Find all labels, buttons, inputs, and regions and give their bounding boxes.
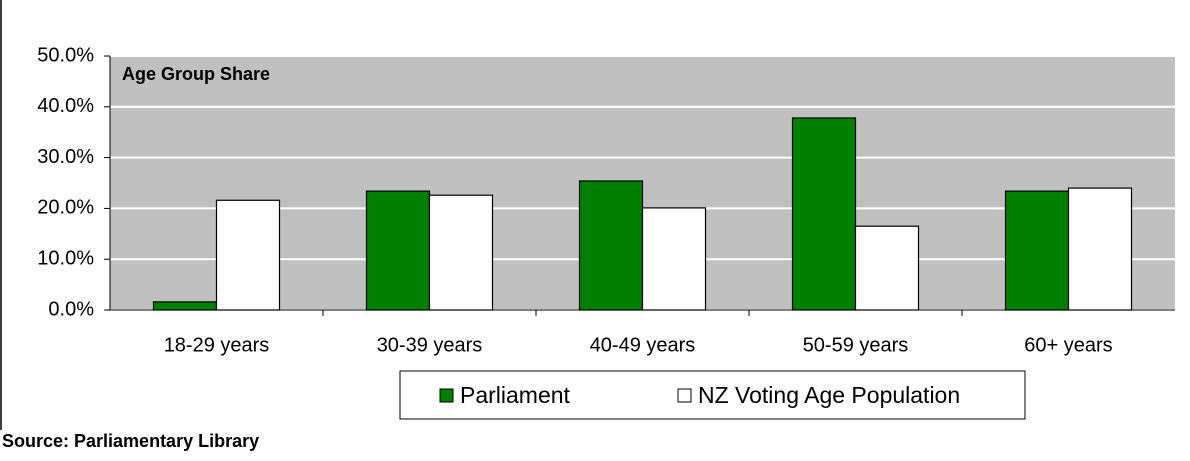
- legend-swatch: [677, 388, 692, 403]
- bar: [428, 194, 494, 311]
- source: Source: Parliamentary Library: [2, 431, 259, 451]
- x-tick-label: 60+ years: [1024, 334, 1112, 356]
- bar: [365, 190, 431, 311]
- x-tick-label: 40-49 years: [590, 334, 696, 356]
- y-tick-label: 30.0%: [37, 146, 94, 168]
- bar: [854, 225, 920, 311]
- bar: [215, 199, 281, 311]
- legend-box: [399, 370, 1026, 420]
- legend-label: Parliament: [460, 382, 571, 408]
- bar: [641, 207, 707, 311]
- bar: [152, 301, 218, 311]
- annotation: Age Group Share: [122, 64, 270, 84]
- y-tick-label: 50.0%: [37, 44, 94, 66]
- bar: [1004, 190, 1070, 311]
- y-tick-label: 40.0%: [37, 95, 94, 117]
- bar: [791, 117, 857, 311]
- x-tick-label: 30-39 years: [377, 334, 483, 356]
- bar: [1067, 187, 1133, 311]
- x-tick-label: 18-29 years: [164, 334, 270, 356]
- x-tick-label: 50-59 years: [803, 334, 909, 356]
- legend-label: NZ Voting Age Population: [698, 382, 960, 408]
- bar: [578, 180, 644, 311]
- legend-swatch: [439, 388, 454, 403]
- y-tick-label: 20.0%: [37, 197, 94, 219]
- y-tick-label: 10.0%: [37, 247, 94, 269]
- y-tick-label: 0.0%: [48, 298, 94, 320]
